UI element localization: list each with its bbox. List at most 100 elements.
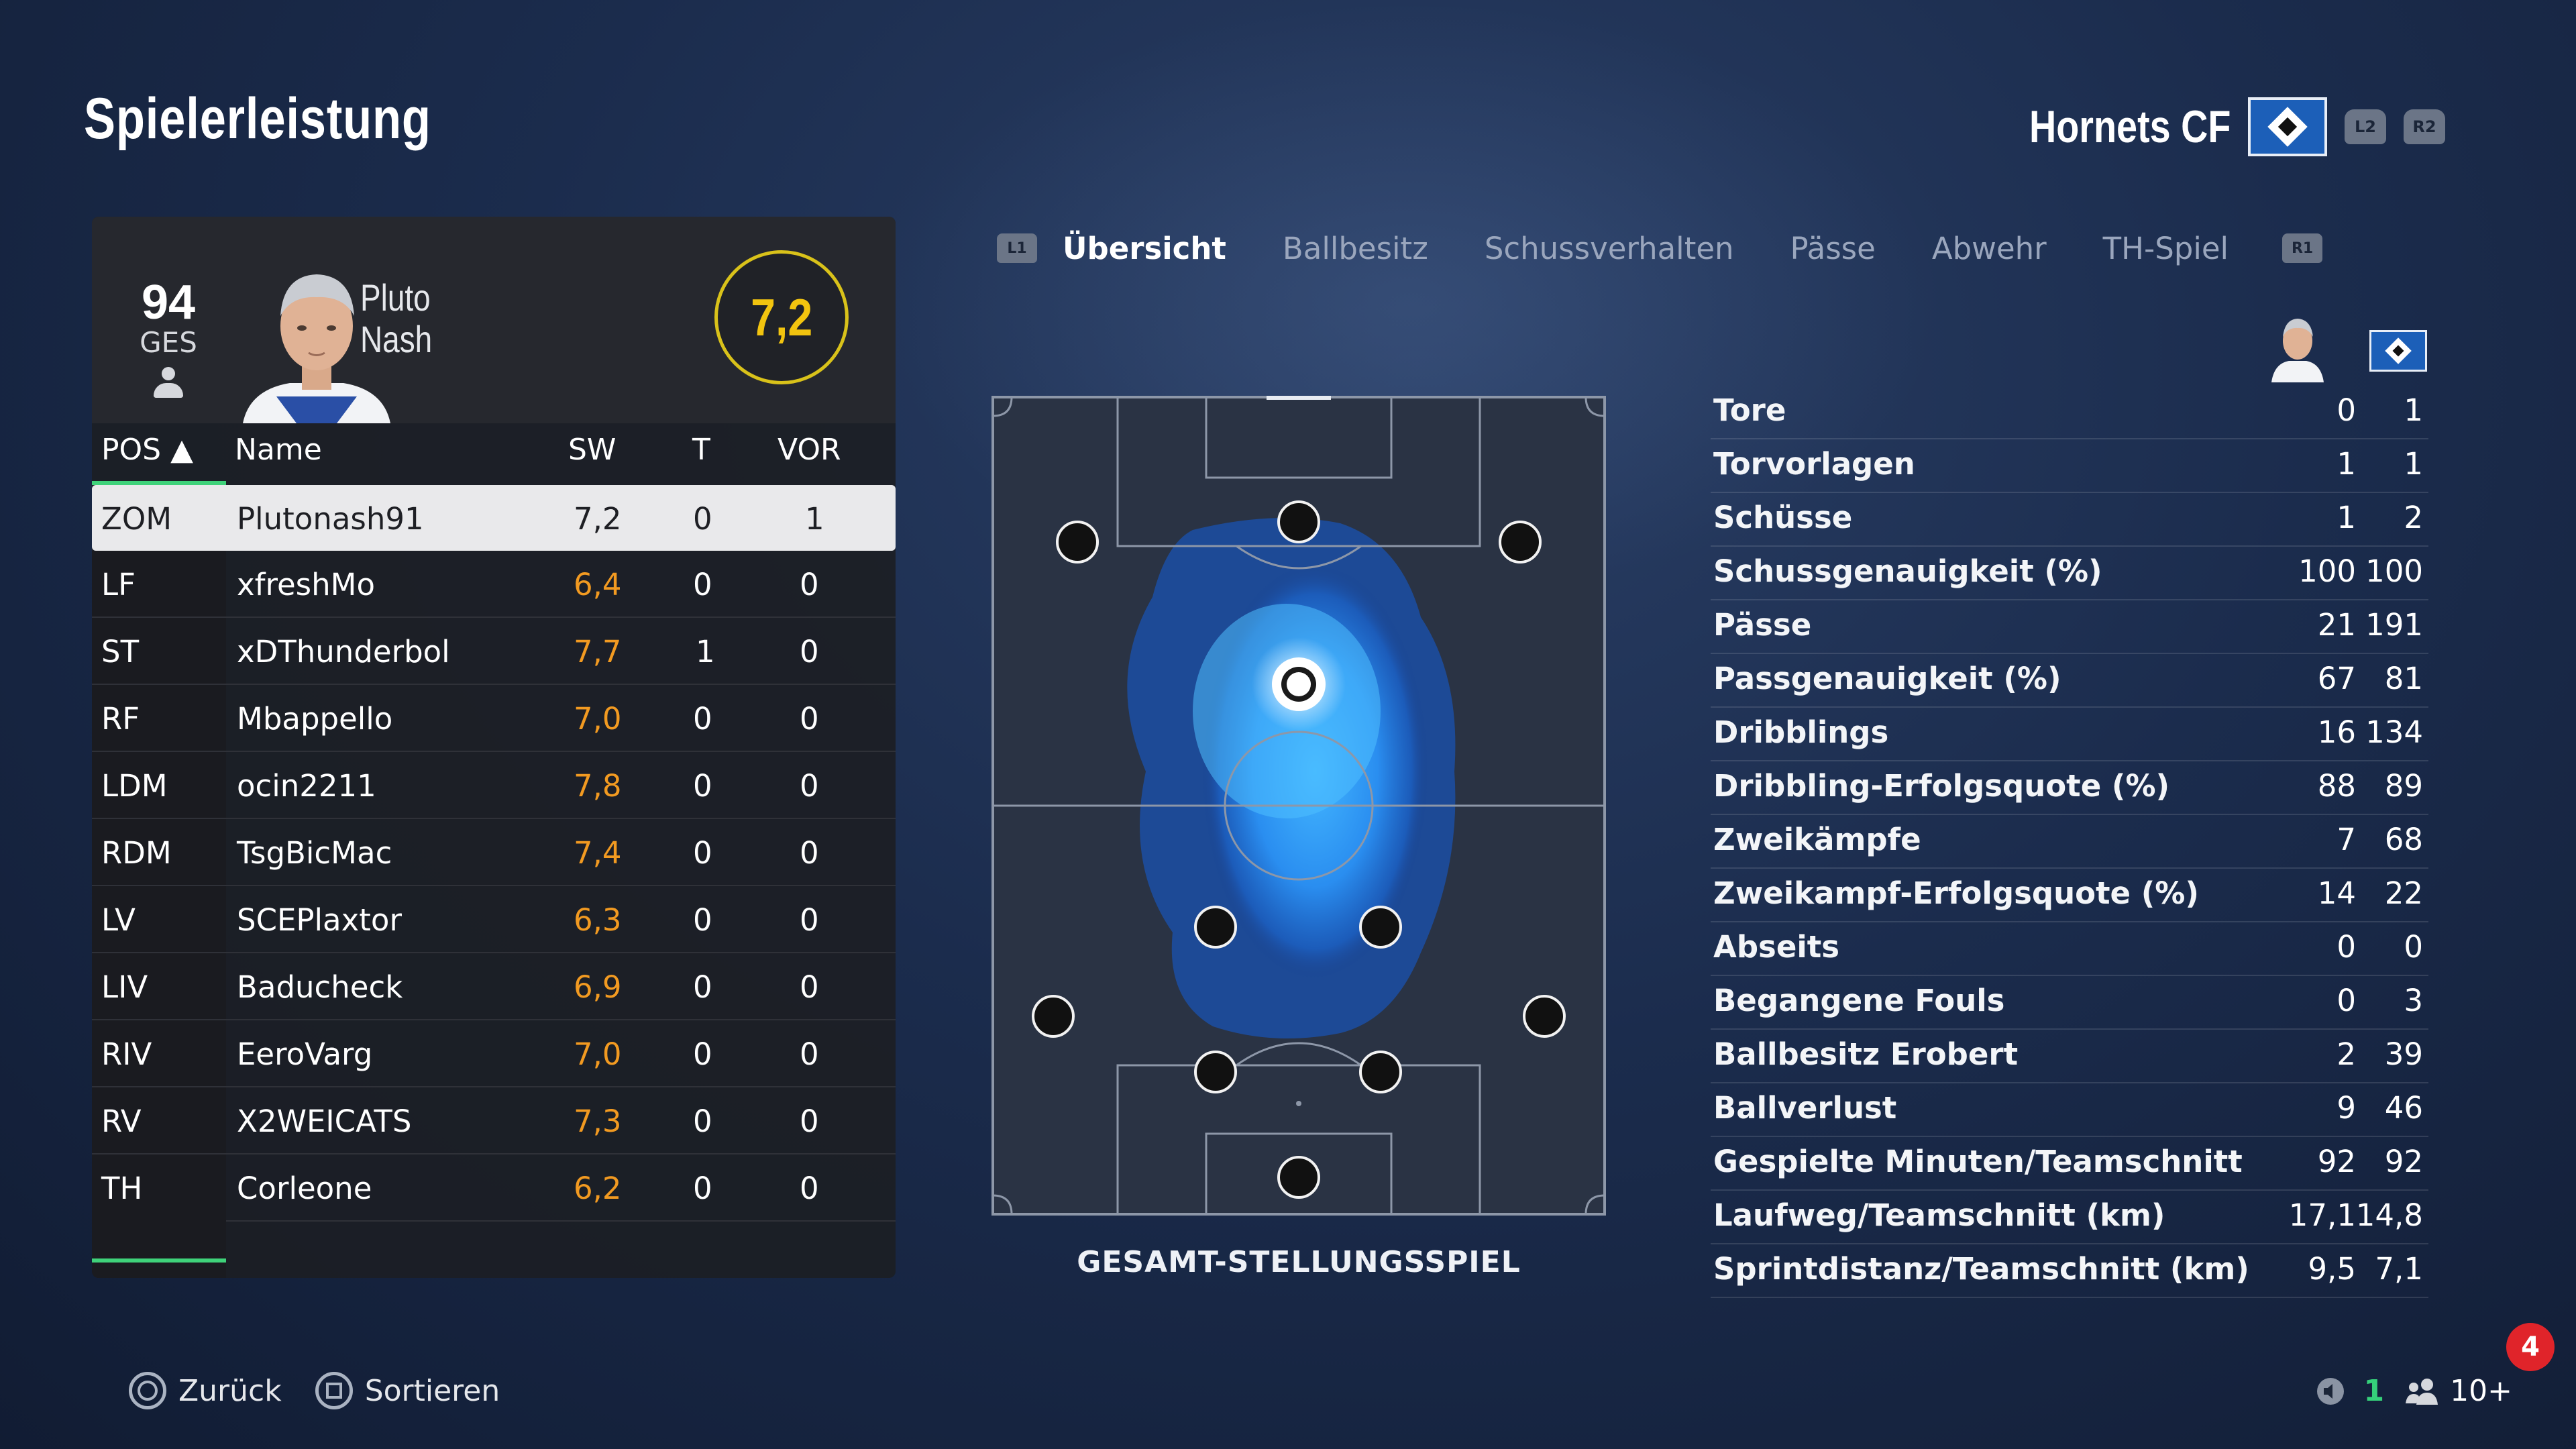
row-t: 0 <box>693 1036 712 1072</box>
l1-button[interactable]: L1 <box>997 233 1037 263</box>
stat-player: 16 <box>2317 714 2356 750</box>
stat-team: 81 <box>2384 661 2423 696</box>
table-row[interactable]: LV SCEPlaxtor 6,3 0 0 <box>92 886 896 953</box>
row-vor: 0 <box>800 1171 819 1206</box>
stat-player: 17,1 <box>2288 1197 2356 1233</box>
stat-team: 1 <box>2404 446 2423 482</box>
row-name: Corleone <box>237 1171 372 1206</box>
stat-row: Dribbling-Erfolgsquote (%) 88 89 <box>1711 761 2428 815</box>
table-row[interactable]: LDM ocin2211 7,8 0 0 <box>92 752 896 819</box>
table-row[interactable]: RDM TsgBicMac 7,4 0 0 <box>92 819 896 886</box>
r1-button[interactable]: R1 <box>2282 233 2323 263</box>
header-vor[interactable]: VOR <box>777 433 841 467</box>
row-pos: LF <box>101 567 136 602</box>
table-row[interactable]: LIV Baducheck 6,9 0 0 <box>92 953 896 1020</box>
players-icon <box>2406 1378 2438 1405</box>
circle-button-icon[interactable] <box>129 1372 166 1409</box>
stat-row: Ballverlust 9 46 <box>1711 1083 2428 1137</box>
row-t: 0 <box>693 835 712 871</box>
stat-team: 1 <box>2404 392 2423 428</box>
stat-label: Laufweg/Teamschnitt (km) <box>1713 1197 2165 1233</box>
table-row[interactable]: RV X2WEICATS 7,3 0 0 <box>92 1087 896 1155</box>
stat-row: Passgenauigkeit (%) 67 81 <box>1711 654 2428 708</box>
stat-player: 92 <box>2317 1144 2356 1179</box>
overall-rating: 94 GES <box>121 277 215 399</box>
stat-label: Dribblings <box>1713 714 1889 750</box>
player-avatar-small <box>2271 319 2324 382</box>
row-vor: 0 <box>800 768 819 804</box>
row-t: 0 <box>693 902 712 938</box>
stat-row: Tore 0 1 <box>1711 386 2428 439</box>
tab-th-spiel[interactable]: TH-Spiel <box>2102 230 2229 266</box>
row-sw: 6,9 <box>574 969 622 1005</box>
tab-ballbesitz[interactable]: Ballbesitz <box>1282 230 1428 266</box>
tab-schussverhalten[interactable]: Schussverhalten <box>1484 230 1734 266</box>
stat-team: 46 <box>2384 1090 2423 1126</box>
stat-team: 92 <box>2384 1144 2423 1179</box>
stat-team: 0 <box>2404 929 2423 965</box>
stat-team: 100 <box>2365 553 2423 589</box>
player-first-name: Pluto <box>360 276 431 319</box>
tab-paesse[interactable]: Pässe <box>1790 230 1876 266</box>
stat-row: Torvorlagen 1 1 <box>1711 439 2428 493</box>
heatmap-area <box>1127 518 1456 1038</box>
pitch-heatmap <box>991 394 1606 1216</box>
tab-abwehr[interactable]: Abwehr <box>1931 230 2047 266</box>
stats-header-icons <box>1711 309 2428 382</box>
stat-row: Schüsse 1 2 <box>1711 493 2428 547</box>
tab-uebersicht[interactable]: Übersicht <box>1063 230 1226 266</box>
header-sw[interactable]: SW <box>568 433 616 467</box>
sort-button[interactable]: Sortieren <box>364 1373 500 1408</box>
stat-team: 134 <box>2365 714 2423 750</box>
stat-row: Sprintdistanz/Teamschnitt (km) 9,5 7,1 <box>1711 1244 2428 1298</box>
speaker-muted-icon <box>2316 1377 2344 1405</box>
header-name[interactable]: Name <box>235 433 322 467</box>
stat-player: 14 <box>2317 875 2356 911</box>
row-name: ocin2211 <box>237 768 376 804</box>
row-pos: RDM <box>101 835 172 871</box>
r2-button[interactable]: R2 <box>2404 109 2445 144</box>
l2-button[interactable]: L2 <box>2345 109 2386 144</box>
stat-player: 0 <box>2337 983 2356 1018</box>
square-button-icon[interactable] <box>315 1372 353 1409</box>
header-pos[interactable]: POS ▲ <box>101 433 193 467</box>
footer-status: 1 10+ <box>2316 1374 2512 1408</box>
stat-label: Schussgenauigkeit (%) <box>1713 553 2102 589</box>
table-header: POS ▲ Name SW T VOR <box>92 423 896 478</box>
row-t: 0 <box>693 567 712 602</box>
table-row[interactable]: ST xDThunderbol 7,7 1 0 <box>92 618 896 685</box>
stat-team: 39 <box>2384 1036 2423 1072</box>
stat-label: Tore <box>1713 392 1786 428</box>
row-vor: 1 <box>805 501 824 537</box>
row-pos: RIV <box>101 1036 152 1072</box>
table-row[interactable]: ZOM Plutonash91 7,2 0 1 <box>92 485 896 551</box>
table-row[interactable]: RF Mbappello 7,0 0 0 <box>92 685 896 752</box>
table-row[interactable]: LF xfreshMo 6,4 0 0 <box>92 551 896 618</box>
row-vor: 0 <box>800 567 819 602</box>
team-header: Hornets CF L2 R2 <box>1985 97 2445 156</box>
stat-label: Abseits <box>1713 929 1840 965</box>
row-name: Plutonash91 <box>237 501 424 537</box>
stat-label: Zweikämpfe <box>1713 822 1921 857</box>
header-t[interactable]: T <box>692 433 710 467</box>
row-sw: 7,4 <box>574 835 622 871</box>
player-markers <box>1032 500 1566 1199</box>
notification-badge[interactable]: 4 <box>2506 1323 2555 1371</box>
row-vor: 0 <box>800 701 819 737</box>
table-row[interactable]: RIV EeroVarg 7,0 0 0 <box>92 1020 896 1087</box>
row-name: SCEPlaxtor <box>237 902 402 938</box>
stat-label: Schüsse <box>1713 500 1853 535</box>
back-button[interactable]: Zurück <box>178 1373 282 1408</box>
stat-team: 2 <box>2404 500 2423 535</box>
tab-bar: L1 Übersicht Ballbesitz Schussverhalten … <box>997 225 2323 272</box>
overall-label: GES <box>140 326 197 359</box>
stat-row: Begangene Fouls 0 3 <box>1711 976 2428 1030</box>
player-table: ZOM Plutonash91 7,2 0 1 LF xfreshMo 6,4 … <box>92 485 896 1222</box>
row-sw: 7,0 <box>574 1036 622 1072</box>
row-vor: 0 <box>800 835 819 871</box>
stat-player: 0 <box>2337 392 2356 428</box>
table-row[interactable]: TH Corleone 6,2 0 0 <box>92 1155 896 1222</box>
row-vor: 0 <box>800 969 819 1005</box>
row-t: 1 <box>696 634 715 669</box>
row-t: 0 <box>693 768 712 804</box>
